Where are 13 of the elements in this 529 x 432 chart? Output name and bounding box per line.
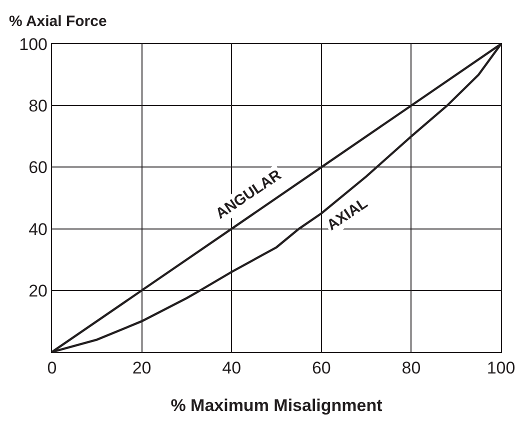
y-axis-title: % Axial Force	[9, 13, 107, 30]
y-tick-label: 100	[19, 34, 48, 54]
y-tick-label: 40	[28, 220, 48, 239]
x-tick-label: 80	[402, 358, 421, 378]
y-tick-label: 20	[28, 281, 48, 300]
x-tick-label: 0	[47, 358, 57, 378]
x-tick-label: 100	[486, 358, 516, 378]
x-tick-label: 60	[312, 358, 331, 378]
x-tick-label: 40	[222, 358, 242, 378]
x-tick-label: 20	[132, 358, 152, 378]
y-tick-label: 80	[28, 96, 48, 116]
x-axis-title: % Maximum Misalignment	[170, 396, 383, 415]
y-tick-label: 60	[28, 158, 48, 178]
